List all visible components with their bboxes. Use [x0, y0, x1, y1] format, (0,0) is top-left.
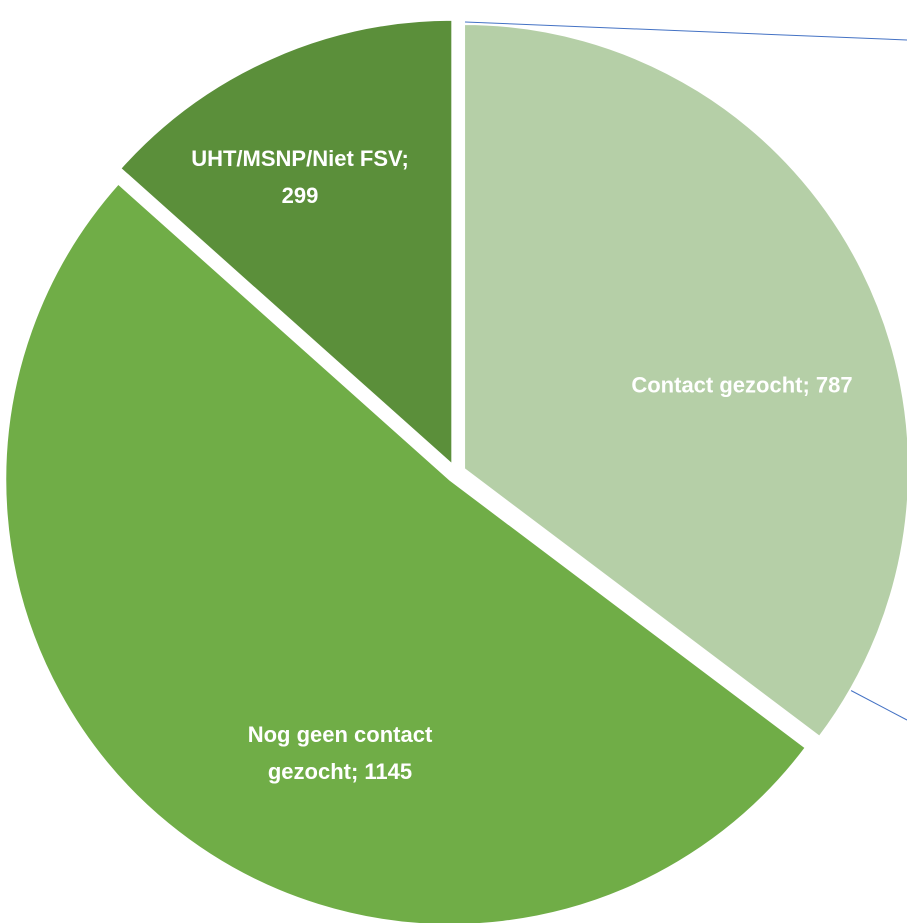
data-label: Nog geen contact gezocht; 1145	[247, 722, 433, 784]
pie-slice	[463, 22, 907, 739]
pie-slice	[118, 18, 454, 468]
data-label: UHT/MSNP/Niet FSV; 299	[191, 146, 409, 208]
data-label: Contact gezocht; 787	[631, 372, 853, 398]
connector-line	[849, 689, 907, 721]
connector-line	[464, 21, 907, 41]
pie-slice	[4, 182, 808, 923]
